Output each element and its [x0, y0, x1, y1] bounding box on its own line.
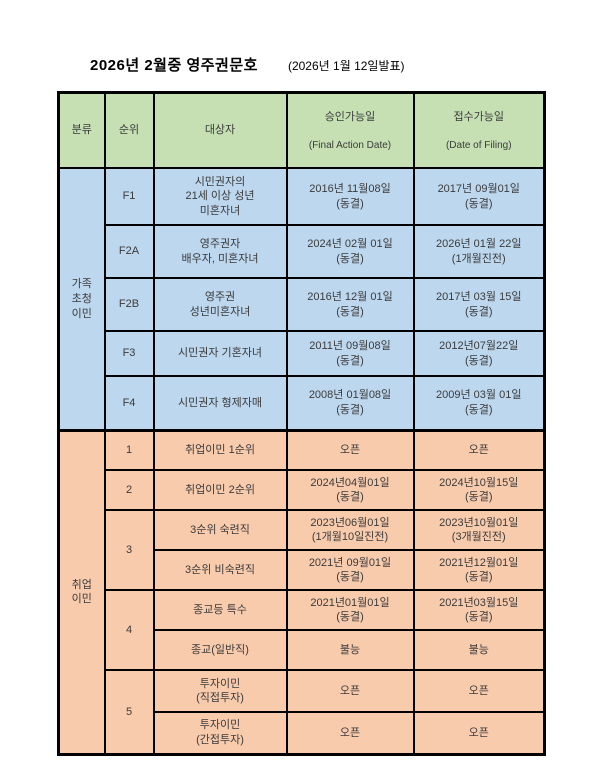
- filing-cell: 2024년10월15일 (동결): [412, 469, 546, 512]
- target-cell: 시민권자의 21세 이상 성년 미혼자녀: [152, 167, 288, 227]
- table-row: 2 취업이민 2순위 2024년04월01일 (동결) 2024년10월15일 …: [59, 469, 546, 512]
- target-cell: 취업이민 1순위: [152, 428, 288, 472]
- target-cell: 시민권자 기혼자녀: [152, 330, 288, 378]
- filing-cell: 2021년12월01일 (동결): [412, 549, 546, 592]
- rank-cell: 3: [103, 509, 155, 592]
- visa-bulletin-table: 분류 순위 대상자 승인가능일 (Final Action Date) 접수가능…: [57, 91, 546, 756]
- target-cell: 영주권 성년미혼자녀: [152, 277, 288, 333]
- final-action-cell: 2016년 11월08일 (동결): [285, 167, 415, 227]
- final-action-cell: 2024년 02월 01일 (동결): [285, 224, 415, 280]
- header-rank: 순위: [103, 91, 155, 170]
- page-subtitle: (2026년 1월 12일발표): [287, 59, 405, 73]
- header-target: 대상자: [152, 91, 288, 170]
- final-action-cell: 오픈: [285, 428, 415, 472]
- rank-cell: F1: [103, 167, 155, 227]
- filing-cell: 불능: [412, 629, 546, 672]
- final-action-cell: 2016년 12월 01일 (동결): [285, 277, 415, 333]
- category-cell-family: 가족 초청 이민: [57, 167, 106, 432]
- filing-cell: 2023년10월01일 (3개월진전): [412, 509, 546, 552]
- final-action-cell: 불능: [285, 629, 415, 672]
- final-action-cell: 오픈: [285, 711, 415, 756]
- table-header-row: 분류 순위 대상자 승인가능일 (Final Action Date) 접수가능…: [57, 91, 546, 170]
- table-row: F4 시민권자 형제자매 2008년 01월08일 (동결) 2009년 03월…: [59, 375, 546, 432]
- header-label: 순위: [118, 124, 140, 137]
- filing-cell: 오픈: [412, 428, 546, 472]
- target-cell: 종교등 특수: [152, 589, 288, 632]
- target-cell: 시민권자 형제자매: [152, 375, 288, 432]
- rank-cell: 4: [103, 589, 155, 672]
- header-label: 대상자: [204, 124, 236, 137]
- rank-cell: F2A: [103, 224, 155, 280]
- target-cell: 투자이민 (직접투자): [152, 669, 288, 714]
- final-action-cell: 2008년 01월08일 (동결): [285, 375, 415, 432]
- title-bar: 2026년 2월중 영주권문호 (2026년 1월 12일발표): [90, 54, 600, 75]
- table-row: 가족 초청 이민 F1 시민권자의 21세 이상 성년 미혼자녀 2016년 1…: [57, 167, 546, 432]
- table-row: 4 종교등 특수 2021년01월01일 (동결) 2021년03월15일 (동…: [59, 589, 546, 672]
- table-row: F3 시민권자 기혼자녀 2011년 09월08일 (동결) 2012년07월2…: [59, 330, 546, 378]
- header-final-action: 승인가능일 (Final Action Date): [285, 91, 415, 170]
- header-category: 분류: [57, 91, 106, 170]
- target-cell: 투자이민 (간접투자): [152, 711, 288, 756]
- header-label: 접수가능일: [453, 110, 505, 123]
- final-action-cell: 오픈: [285, 669, 415, 714]
- final-action-cell: 2021년 09월01일 (동결): [285, 549, 415, 592]
- filing-cell: 2012년07월22일 (동결): [412, 330, 546, 378]
- header-sublabel: (Date of Filing): [445, 139, 512, 151]
- table-row: 3순위 비숙련직 2021년 09월01일 (동결) 2021년12월01일 (…: [59, 549, 546, 592]
- final-action-cell: 2024년04월01일 (동결): [285, 469, 415, 512]
- table-row: 종교(일반직) 불능 불능: [59, 629, 546, 672]
- rank-cell: 1: [103, 428, 155, 472]
- header-sublabel: (Final Action Date): [308, 139, 392, 151]
- rank-cell: F4: [103, 375, 155, 432]
- filing-cell: 2026년 01월 22일 (1개월진전): [412, 224, 546, 280]
- final-action-cell: 2021년01월01일 (동결): [285, 589, 415, 632]
- header-label: 분류: [71, 124, 92, 137]
- table-row: 투자이민 (간접투자) 오픈 오픈: [59, 711, 546, 756]
- target-cell: 3순위 숙련직: [152, 509, 288, 552]
- filing-cell: 2017년 03월 15일 (동결): [412, 277, 546, 333]
- rank-cell: 5: [103, 669, 155, 756]
- filing-cell: 오픈: [412, 669, 546, 714]
- table-row: F2A 영주권자 배우자, 미혼자녀 2024년 02월 01일 (동결) 20…: [59, 224, 546, 280]
- rank-cell: 2: [103, 469, 155, 512]
- page-title: 2026년 2월중 영주권문호: [90, 57, 258, 74]
- filing-cell: 2009년 03월 01일 (동결): [412, 375, 546, 432]
- header-filing: 접수가능일 (Date of Filing): [412, 91, 546, 170]
- target-cell: 취업이민 2순위: [152, 469, 288, 512]
- table-row: 취업 이민 1 취업이민 1순위 오픈 오픈: [57, 428, 546, 756]
- final-action-cell: 2011년 09월08일 (동결): [285, 330, 415, 378]
- rank-cell: F3: [103, 330, 155, 378]
- target-cell: 종교(일반직): [152, 629, 288, 672]
- target-cell: 3순위 비숙련직: [152, 549, 288, 592]
- rank-cell: F2B: [103, 277, 155, 333]
- table-row: F2B 영주권 성년미혼자녀 2016년 12월 01일 (동결) 2017년 …: [59, 277, 546, 333]
- filing-cell: 오픈: [412, 711, 546, 756]
- filing-cell: 2017년 09월01일 (동결): [412, 167, 546, 227]
- table-row: 5 투자이민 (직접투자) 오픈 오픈: [59, 669, 546, 756]
- target-cell: 영주권자 배우자, 미혼자녀: [152, 224, 288, 280]
- category-cell-employment: 취업 이민: [57, 428, 106, 756]
- filing-cell: 2021년03월15일 (동결): [412, 589, 546, 632]
- final-action-cell: 2023년06월01일 (1개월10일진전): [285, 509, 415, 552]
- table-row: 3 3순위 숙련직 2023년06월01일 (1개월10일진전) 2023년10…: [59, 509, 546, 592]
- header-label: 승인가능일: [324, 110, 376, 123]
